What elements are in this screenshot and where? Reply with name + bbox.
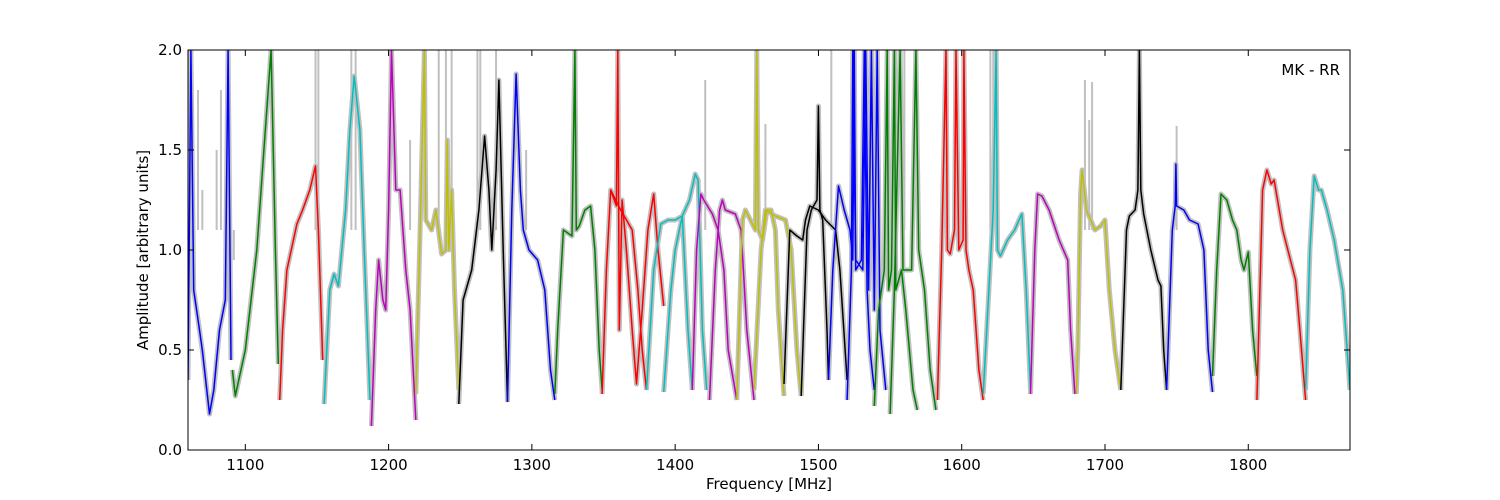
x-axis-label: Frequency [MHz] <box>706 475 832 493</box>
series-line-21 <box>873 50 919 411</box>
series-line-18 <box>800 105 830 397</box>
series-line-2 <box>278 165 324 401</box>
series-line-16 <box>753 209 802 397</box>
series-line-30 <box>1256 169 1307 401</box>
y-tick-label: 0.0 <box>158 441 182 459</box>
envelope-band-26 <box>1073 167 1124 395</box>
series-line-7 <box>506 73 556 403</box>
series-line-19 <box>827 50 876 391</box>
series-line-23 <box>936 50 984 401</box>
series-line-27 <box>1120 50 1168 391</box>
envelope-layer <box>188 50 1350 427</box>
series-line-13 <box>691 193 738 401</box>
y-tick-label: 0.5 <box>158 341 182 359</box>
y-axis-label: Amplitude [arbitrary units] <box>134 150 152 350</box>
series-line-0 <box>188 50 232 415</box>
annotation-label: MK - RR <box>1281 61 1340 79</box>
series-line-6 <box>458 79 509 405</box>
series-line-24 <box>982 50 1032 395</box>
axis-ticks: 1100 1200 1300 1400 1500 1600 1700 1800 0.0 0.5 1.… <box>158 41 1350 474</box>
series-line-10 <box>610 189 648 391</box>
x-tick-label: 1700 <box>1086 456 1124 474</box>
x-tick-label: 1200 <box>369 456 407 474</box>
series-line-14 <box>708 199 755 401</box>
series-line-15 <box>736 50 785 401</box>
y-tick-label: 1.5 <box>158 141 182 159</box>
series-line-22 <box>889 50 937 415</box>
series-line-3 <box>323 75 371 405</box>
series-layer <box>188 50 1350 427</box>
x-tick-label: 1100 <box>226 456 264 474</box>
envelope-band-15 <box>734 50 787 401</box>
envelope-band-30 <box>1254 167 1309 401</box>
y-tick-label: 1.0 <box>158 241 182 259</box>
x-tick-label: 1600 <box>943 456 981 474</box>
series-line-12 <box>662 215 694 393</box>
series-line-8 <box>554 50 603 395</box>
x-tick-label: 1500 <box>799 456 837 474</box>
envelope-band-27 <box>1118 50 1170 391</box>
x-tick-label: 1800 <box>1229 456 1267 474</box>
envelope-band-0 <box>188 50 234 417</box>
series-line-31 <box>1304 175 1350 391</box>
series-line-20 <box>846 50 887 401</box>
series-line-4 <box>370 50 417 427</box>
x-tick-label: 1300 <box>513 456 551 474</box>
envelope-band-12 <box>661 213 695 393</box>
envelope-band-8 <box>552 50 605 395</box>
series-line-28 <box>1165 163 1214 393</box>
series-line-26 <box>1075 169 1122 395</box>
envelope-band-25 <box>1028 191 1078 395</box>
x-tick-label: 1400 <box>656 456 694 474</box>
series-line-25 <box>1029 193 1076 395</box>
series-line-17 <box>783 205 848 385</box>
y-tick-label: 2.0 <box>158 41 182 59</box>
series-line-5 <box>415 50 460 395</box>
series-line-29 <box>1211 193 1258 377</box>
series-line-1 <box>231 50 280 397</box>
envelope-band-1 <box>229 50 281 399</box>
